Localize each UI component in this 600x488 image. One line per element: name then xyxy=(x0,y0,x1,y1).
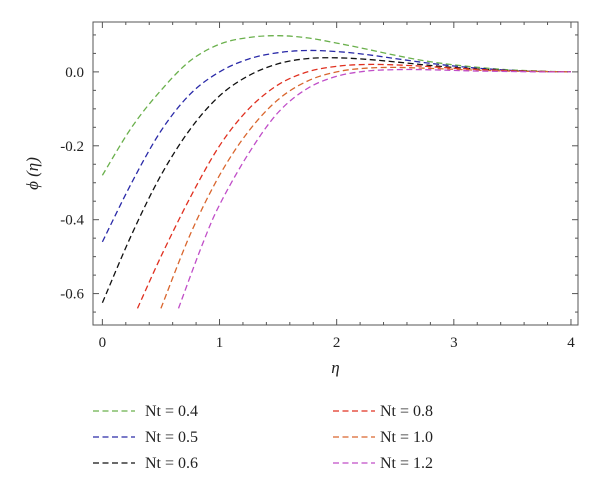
legend-label: Nt = 0.8 xyxy=(380,403,433,420)
legend-label: Nt = 0.5 xyxy=(145,429,198,446)
ticks-layer: 0 1 2 3 4 0.0 -0.2 -0.4 -0.6 xyxy=(60,22,578,351)
legend-label: Nt = 0.4 xyxy=(145,403,198,420)
legend-item: Nt = 0.4 xyxy=(93,403,198,420)
legend: Nt = 0.4 Nt = 0.5 Nt = 0.6 Nt = 0.8 Nt = 1.0… xyxy=(93,403,433,472)
legend-label: Nt = 1.2 xyxy=(380,455,433,472)
x-axis-label: η xyxy=(331,358,339,377)
y-tick-label: -0.6 xyxy=(60,287,84,303)
y-tick-label: 0.0 xyxy=(65,65,84,81)
legend-label: Nt = 0.6 xyxy=(145,455,198,472)
series-line-1 xyxy=(101,35,572,176)
series-line-6 xyxy=(177,68,571,309)
y-tick-label: -0.4 xyxy=(60,213,84,229)
legend-item: Nt = 0.6 xyxy=(93,455,198,472)
series-line-2 xyxy=(101,49,572,243)
legend-label: Nt = 1.0 xyxy=(380,429,433,446)
plot-frame xyxy=(92,21,579,326)
x-tick-label: 2 xyxy=(333,335,341,351)
legend-item: Nt = 1.2 xyxy=(333,455,433,472)
y-axis-label: ϕ (η) xyxy=(23,157,42,190)
series-line-5 xyxy=(160,66,572,309)
x-tick-label: 3 xyxy=(450,335,458,351)
legend-item: Nt = 0.8 xyxy=(333,403,433,420)
y-tick-label: -0.2 xyxy=(60,139,84,155)
series-line-4 xyxy=(136,63,572,309)
x-tick-label: 4 xyxy=(567,335,575,351)
x-tick-label: 1 xyxy=(216,335,224,351)
plot-area: 0 1 2 3 4 0.0 -0.2 -0.4 -0.6 xyxy=(60,21,579,351)
series-layer xyxy=(101,35,572,309)
series-line-3 xyxy=(101,57,572,304)
x-tick-label: 0 xyxy=(99,335,107,351)
legend-item: Nt = 0.5 xyxy=(93,429,198,446)
legend-item: Nt = 1.0 xyxy=(333,429,433,446)
